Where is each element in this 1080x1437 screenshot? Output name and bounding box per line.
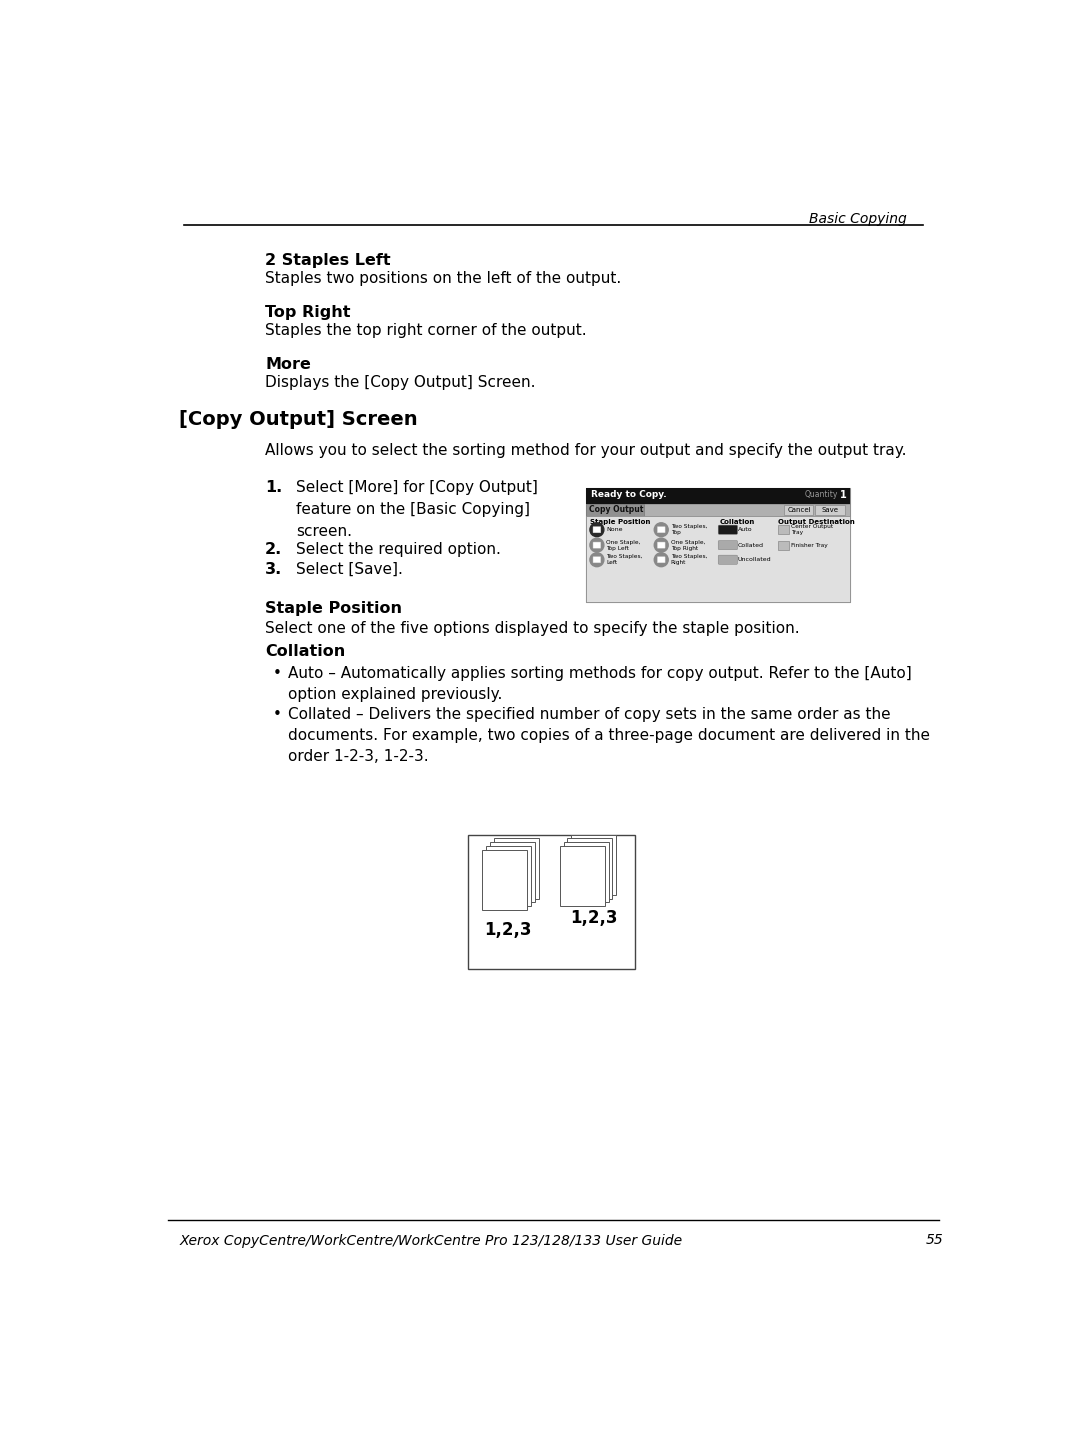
Text: Collation: Collation (719, 519, 755, 525)
Circle shape (590, 523, 604, 536)
FancyBboxPatch shape (567, 839, 612, 898)
FancyBboxPatch shape (469, 835, 635, 970)
Text: Basic Copying: Basic Copying (809, 213, 907, 227)
FancyBboxPatch shape (779, 525, 789, 535)
FancyBboxPatch shape (586, 489, 850, 602)
Text: Displays the [Copy Output] Screen.: Displays the [Copy Output] Screen. (266, 375, 536, 389)
FancyBboxPatch shape (593, 556, 600, 563)
Text: 55: 55 (926, 1233, 943, 1247)
FancyBboxPatch shape (586, 489, 850, 503)
Text: Auto: Auto (738, 527, 753, 532)
Circle shape (654, 539, 669, 552)
Text: 1.: 1. (266, 480, 283, 496)
FancyBboxPatch shape (718, 540, 738, 550)
Text: Finisher Tray: Finisher Tray (791, 543, 827, 547)
FancyBboxPatch shape (658, 556, 665, 563)
Text: •: • (273, 707, 282, 721)
Text: Two Staples,
Top: Two Staples, Top (671, 525, 707, 535)
Text: Allows you to select the sorting method for your output and specify the output t: Allows you to select the sorting method … (266, 444, 907, 458)
Circle shape (590, 553, 604, 566)
FancyBboxPatch shape (779, 540, 789, 550)
Text: Two Staples,
Right: Two Staples, Right (671, 555, 707, 565)
Text: Quantity: Quantity (805, 490, 838, 500)
Text: One Staple,
Top Right: One Staple, Top Right (671, 540, 705, 550)
Text: 2 Staples Left: 2 Staples Left (266, 253, 391, 269)
FancyBboxPatch shape (482, 851, 527, 910)
Text: Output Destination: Output Destination (779, 519, 855, 525)
Text: [Copy Output] Screen: [Copy Output] Screen (179, 410, 418, 428)
FancyBboxPatch shape (718, 525, 738, 535)
Text: Staple Position: Staple Position (590, 519, 650, 525)
Circle shape (590, 539, 604, 552)
FancyBboxPatch shape (586, 503, 644, 516)
Text: Cancel: Cancel (787, 507, 811, 513)
FancyBboxPatch shape (718, 555, 738, 565)
Text: Select one of the five options displayed to specify the staple position.: Select one of the five options displayed… (266, 621, 800, 635)
FancyBboxPatch shape (559, 846, 605, 907)
FancyBboxPatch shape (593, 526, 600, 533)
Text: 3.: 3. (266, 562, 283, 578)
FancyBboxPatch shape (486, 846, 531, 907)
Text: None: None (606, 527, 623, 532)
Text: One Staple,
Top Left: One Staple, Top Left (606, 540, 640, 550)
Text: Staples the top right corner of the output.: Staples the top right corner of the outp… (266, 322, 586, 338)
FancyBboxPatch shape (815, 504, 845, 514)
Text: Auto – Automatically applies sorting methods for copy output. Refer to the [Auto: Auto – Automatically applies sorting met… (288, 665, 913, 703)
Text: 2.: 2. (266, 542, 283, 558)
Circle shape (654, 523, 669, 536)
FancyBboxPatch shape (571, 835, 617, 895)
Text: Save: Save (822, 507, 839, 513)
FancyBboxPatch shape (490, 842, 535, 902)
Text: 1,2,3: 1,2,3 (570, 910, 618, 927)
Text: Select [More] for [Copy Output]
feature on the [Basic Copying]
screen.: Select [More] for [Copy Output] feature … (296, 480, 538, 539)
Text: 1: 1 (840, 490, 847, 500)
Text: Collated: Collated (738, 543, 764, 547)
FancyBboxPatch shape (586, 516, 850, 602)
FancyBboxPatch shape (784, 504, 813, 514)
Text: Staple Position: Staple Position (266, 601, 402, 615)
Text: Uncollated: Uncollated (738, 558, 771, 562)
Text: Collation: Collation (266, 644, 346, 658)
FancyBboxPatch shape (494, 839, 539, 898)
Text: Center Output
Tray: Center Output Tray (791, 525, 833, 535)
Text: Ready to Copy.: Ready to Copy. (592, 490, 667, 500)
Text: More: More (266, 358, 311, 372)
Text: •: • (273, 665, 282, 681)
FancyBboxPatch shape (658, 526, 665, 533)
Circle shape (654, 553, 669, 566)
Text: Top Right: Top Right (266, 305, 351, 320)
Text: Select the required option.: Select the required option. (296, 542, 501, 558)
FancyBboxPatch shape (586, 503, 850, 516)
Text: Xerox CopyCentre/WorkCentre/WorkCentre Pro 123/128/133 User Guide: Xerox CopyCentre/WorkCentre/WorkCentre P… (179, 1233, 683, 1247)
FancyBboxPatch shape (564, 842, 608, 902)
FancyBboxPatch shape (658, 542, 665, 547)
Text: Collated – Delivers the specified number of copy sets in the same order as the
d: Collated – Delivers the specified number… (288, 707, 931, 764)
Text: Staples two positions on the left of the output.: Staples two positions on the left of the… (266, 272, 621, 286)
Text: Select [Save].: Select [Save]. (296, 562, 403, 578)
Text: Copy Output: Copy Output (590, 504, 644, 514)
Text: Two Staples,
Left: Two Staples, Left (606, 555, 643, 565)
Text: 1,2,3: 1,2,3 (484, 921, 531, 938)
FancyBboxPatch shape (593, 542, 600, 547)
